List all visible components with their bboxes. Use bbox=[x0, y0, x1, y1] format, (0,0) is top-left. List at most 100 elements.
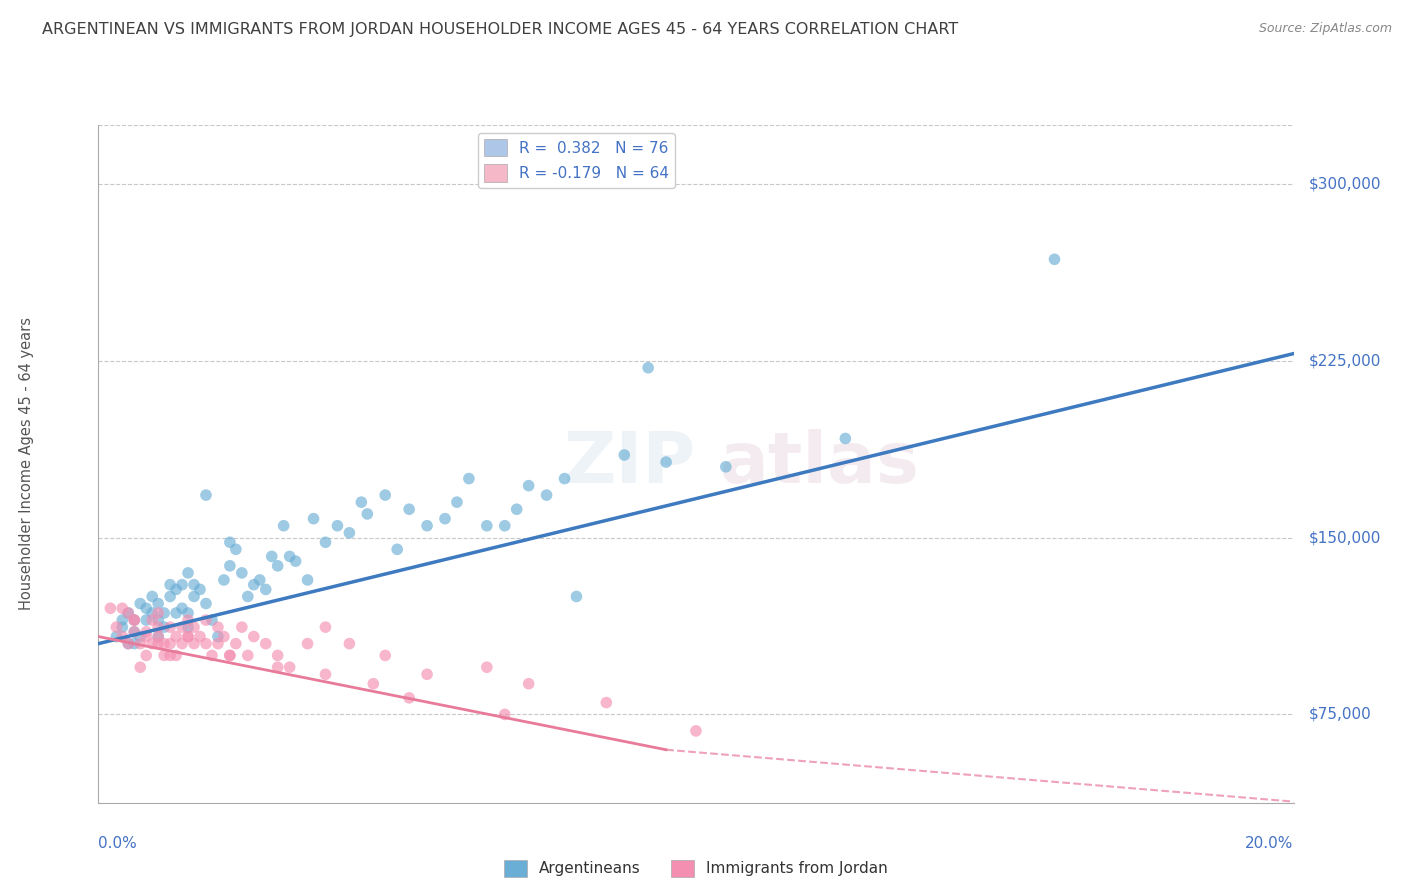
Text: $150,000: $150,000 bbox=[1309, 530, 1381, 545]
Point bbox=[183, 577, 205, 591]
Point bbox=[129, 597, 152, 611]
Point bbox=[685, 723, 707, 738]
Point bbox=[249, 573, 271, 587]
Point bbox=[565, 590, 588, 604]
Point bbox=[278, 549, 301, 564]
Point bbox=[159, 577, 181, 591]
Text: ZIP: ZIP bbox=[564, 429, 696, 499]
Point bbox=[225, 637, 247, 651]
Point bbox=[194, 637, 218, 651]
Point bbox=[219, 648, 242, 663]
Point bbox=[243, 577, 266, 591]
Point bbox=[207, 620, 229, 634]
Point bbox=[416, 518, 439, 533]
Point bbox=[416, 667, 439, 681]
Point bbox=[219, 648, 242, 663]
Point bbox=[339, 525, 360, 540]
Point bbox=[177, 620, 200, 634]
Point bbox=[361, 677, 384, 691]
Point bbox=[159, 637, 181, 651]
Point bbox=[129, 637, 152, 651]
Point bbox=[314, 667, 337, 681]
Point bbox=[148, 597, 170, 611]
Point bbox=[243, 630, 266, 644]
Point bbox=[188, 630, 211, 644]
Point bbox=[267, 660, 290, 674]
Text: ARGENTINEAN VS IMMIGRANTS FROM JORDAN HOUSEHOLDER INCOME AGES 45 - 64 YEARS CORR: ARGENTINEAN VS IMMIGRANTS FROM JORDAN HO… bbox=[42, 22, 959, 37]
Point bbox=[117, 606, 139, 620]
Point bbox=[165, 582, 187, 597]
Point bbox=[117, 637, 139, 651]
Point bbox=[111, 613, 134, 627]
Text: $75,000: $75,000 bbox=[1309, 706, 1371, 722]
Point bbox=[153, 620, 176, 634]
Point bbox=[194, 488, 218, 502]
Point bbox=[129, 660, 152, 674]
Point bbox=[135, 613, 157, 627]
Point bbox=[148, 620, 170, 634]
Point bbox=[135, 630, 157, 644]
Point bbox=[129, 630, 152, 644]
Point bbox=[207, 637, 229, 651]
Point bbox=[231, 566, 253, 580]
Point bbox=[302, 511, 325, 525]
Point bbox=[260, 549, 283, 564]
Point bbox=[398, 690, 420, 705]
Point bbox=[506, 502, 529, 516]
Point bbox=[714, 459, 737, 474]
Point bbox=[177, 606, 200, 620]
Point bbox=[124, 624, 146, 639]
Point bbox=[475, 518, 498, 533]
Point bbox=[536, 488, 558, 502]
Point bbox=[165, 648, 187, 663]
Text: $225,000: $225,000 bbox=[1309, 353, 1381, 368]
Text: 20.0%: 20.0% bbox=[1246, 836, 1294, 851]
Point bbox=[225, 542, 247, 557]
Point bbox=[254, 582, 277, 597]
Point bbox=[398, 502, 420, 516]
Point bbox=[613, 448, 636, 462]
Point bbox=[494, 707, 516, 722]
Point bbox=[219, 558, 242, 573]
Point bbox=[254, 637, 277, 651]
Point bbox=[135, 601, 157, 615]
Legend: Argentineans, Immigrants from Jordan: Argentineans, Immigrants from Jordan bbox=[498, 854, 894, 883]
Point bbox=[124, 613, 146, 627]
Point bbox=[117, 606, 139, 620]
Point bbox=[314, 620, 337, 634]
Point bbox=[172, 577, 194, 591]
Point bbox=[135, 648, 157, 663]
Point bbox=[356, 507, 378, 521]
Point bbox=[231, 620, 253, 634]
Point bbox=[111, 630, 134, 644]
Point bbox=[165, 606, 187, 620]
Point bbox=[124, 624, 146, 639]
Point bbox=[141, 637, 163, 651]
Point bbox=[212, 573, 235, 587]
Point bbox=[1043, 252, 1066, 267]
Text: 0.0%: 0.0% bbox=[98, 836, 138, 851]
Text: $300,000: $300,000 bbox=[1309, 177, 1381, 191]
Point bbox=[212, 630, 235, 644]
Point bbox=[159, 620, 181, 634]
Point bbox=[117, 637, 139, 651]
Point bbox=[314, 535, 337, 549]
Point bbox=[554, 472, 576, 486]
Point bbox=[183, 620, 205, 634]
Point bbox=[165, 630, 187, 644]
Point bbox=[339, 637, 360, 651]
Point bbox=[141, 613, 163, 627]
Point bbox=[475, 660, 498, 674]
Point bbox=[148, 613, 170, 627]
Text: Householder Income Ages 45 - 64 years: Householder Income Ages 45 - 64 years bbox=[20, 318, 34, 610]
Point bbox=[141, 590, 163, 604]
Text: atlas: atlas bbox=[720, 429, 920, 499]
Point bbox=[494, 518, 516, 533]
Text: Source: ZipAtlas.com: Source: ZipAtlas.com bbox=[1258, 22, 1392, 36]
Point bbox=[159, 648, 181, 663]
Point bbox=[655, 455, 678, 469]
Point bbox=[201, 613, 224, 627]
Point bbox=[219, 535, 242, 549]
Point bbox=[236, 590, 259, 604]
Point bbox=[111, 601, 134, 615]
